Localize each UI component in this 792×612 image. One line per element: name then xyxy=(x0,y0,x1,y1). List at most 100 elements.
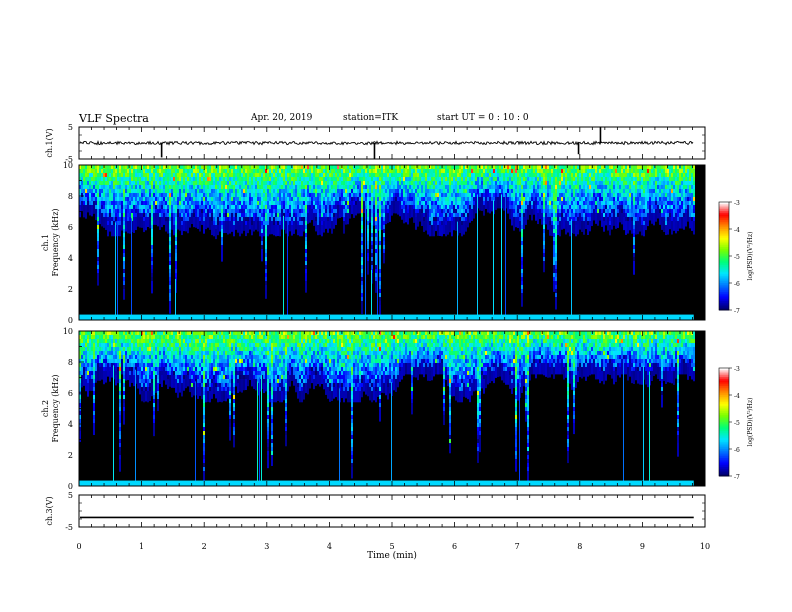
spectrogram-cell xyxy=(667,216,669,235)
spectrogram-cell xyxy=(267,193,269,197)
spectrogram-cell xyxy=(365,173,367,177)
spectrogram-cell xyxy=(681,185,683,189)
spectrogram-cell xyxy=(293,213,295,217)
spectrogram-cell xyxy=(677,201,679,205)
spectrogram-cell xyxy=(261,165,263,169)
spectrogram-cell xyxy=(639,165,641,169)
spectrogram-cell xyxy=(299,165,301,169)
spectrogram-cell xyxy=(361,245,363,249)
spectrogram-cell xyxy=(143,173,145,177)
spectrogram-cell xyxy=(237,209,239,213)
spectrogram-cell xyxy=(255,201,257,205)
spectrogram-cell xyxy=(85,351,87,355)
spectrogram-cell xyxy=(485,193,487,197)
spectrogram-cell xyxy=(367,205,369,209)
spectrogram-cell xyxy=(277,177,279,181)
spectrogram-cell xyxy=(661,209,663,213)
spectrogram-cell xyxy=(483,185,485,189)
spectrogram-cell xyxy=(279,177,281,181)
spectrogram-cell xyxy=(679,209,681,213)
spectrogram-cell xyxy=(559,169,561,173)
spectrogram-cell xyxy=(191,197,193,201)
spectrogram-cell xyxy=(581,185,583,189)
spectrogram-cell xyxy=(193,213,195,217)
spectrogram-cell xyxy=(265,273,267,277)
spectrogram-cell xyxy=(93,177,95,181)
spectrogram-cell xyxy=(133,201,135,205)
spectrogram-cell xyxy=(329,181,331,185)
spectrogram-cell xyxy=(585,181,587,185)
spectrogram-cell xyxy=(551,185,553,189)
spectrogram-cell xyxy=(229,214,231,234)
spectrogram-cell xyxy=(555,237,557,241)
spectrogram-cell xyxy=(567,213,569,217)
spectrogram-cell xyxy=(197,185,199,189)
spectrogram-cell xyxy=(319,193,321,197)
spectrogram-cell xyxy=(395,173,397,177)
spectrogram-cell xyxy=(131,197,133,201)
spectrogram-cell xyxy=(317,169,319,173)
spectrogram-cell xyxy=(671,217,673,221)
spectrogram-cell xyxy=(259,181,261,185)
spectrogram-cell xyxy=(333,205,335,209)
spectrogram-cell xyxy=(553,253,555,257)
spectrogram-cell xyxy=(623,169,625,173)
spectrogram-cell xyxy=(147,193,149,197)
spectrogram-cell xyxy=(565,193,567,197)
spectrogram-cell xyxy=(137,173,139,177)
spectrogram-cell xyxy=(147,173,149,177)
spectrogram-cell xyxy=(625,216,627,235)
spectrogram-cell xyxy=(127,165,129,169)
spectrogram-cell xyxy=(681,210,683,229)
spectrogram-cell xyxy=(85,185,87,189)
spectrogram-cell xyxy=(93,391,95,395)
spectrogram-cell xyxy=(253,212,255,232)
spectrogram-cell xyxy=(257,193,259,197)
spectrogram-cell xyxy=(631,213,633,217)
spectrogram-cell xyxy=(393,194,395,214)
spectrogram-cell xyxy=(587,205,589,209)
spectrogram-cell xyxy=(101,185,103,189)
spectrogram-cell xyxy=(587,165,589,169)
spectrogram-cell xyxy=(655,201,657,205)
spectrogram-cell xyxy=(89,367,91,371)
spectrogram-cell xyxy=(683,205,685,209)
spectrogram-cell xyxy=(675,173,677,177)
spectrogram-cell xyxy=(87,378,89,397)
spectrogram-cell xyxy=(79,185,81,189)
spectrogram-cell xyxy=(429,169,431,173)
spectrogram-cell xyxy=(219,177,221,181)
spectrogram-cell xyxy=(103,339,105,343)
spectrogram-cell xyxy=(415,197,417,201)
spectrogram-cell xyxy=(597,177,599,181)
spectrogram-cell xyxy=(183,189,185,193)
spectrogram-cell xyxy=(289,209,291,213)
spectrogram-cell xyxy=(525,165,527,169)
spectrogram-cell xyxy=(277,205,279,209)
spectrogram-cell xyxy=(561,189,563,193)
spectrogram-cell xyxy=(659,209,661,213)
spectrogram-cell xyxy=(553,185,555,189)
spectrogram-cell xyxy=(145,213,147,217)
spectrogram-cell xyxy=(557,181,559,185)
spectrogram-cell xyxy=(135,193,137,197)
spectrogram-cell xyxy=(169,277,171,281)
spectrogram-cell xyxy=(505,177,507,181)
spectrogram-cell xyxy=(401,193,403,197)
spectrogram-cell xyxy=(471,202,473,222)
spectrogram-cell xyxy=(123,185,125,189)
spectrogram-cell xyxy=(153,173,155,177)
spectrogram-cell xyxy=(79,181,81,185)
spectrogram-cell xyxy=(229,197,231,201)
spectrogram-cell xyxy=(117,169,119,173)
spectrogram-cell xyxy=(383,201,385,205)
spectrogram-cell xyxy=(117,197,119,201)
spectrogram-cell xyxy=(661,185,663,189)
spectrogram-cell xyxy=(571,217,573,221)
spectrogram-cell xyxy=(283,209,285,213)
spectrogram-cell xyxy=(649,201,651,205)
spectrogram-cell xyxy=(665,165,667,169)
spectrogram-cell xyxy=(681,193,683,197)
spectrogram-cell xyxy=(199,213,201,217)
spectrogram-cell xyxy=(537,209,539,213)
